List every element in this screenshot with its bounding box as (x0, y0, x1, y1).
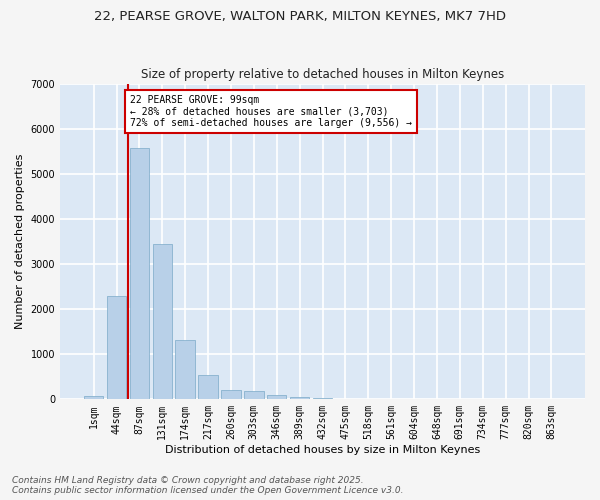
Bar (84, 396, 103, 400)
Text: Contains HM Land Registry data © Crown copyright and database right 2025.
Contai: Contains HM Land Registry data © Crown c… (12, 476, 404, 495)
Bar (175, 340, 195, 400)
Text: 22 PEARSE GROVE: 99sqm
← 28% of detached houses are smaller (3,703)
72% of semi-: 22 PEARSE GROVE: 99sqm ← 28% of detached… (130, 95, 412, 128)
Bar (130, 148, 149, 400)
Y-axis label: Number of detached properties: Number of detached properties (15, 154, 25, 329)
Title: Size of property relative to detached houses in Milton Keynes: Size of property relative to detached ho… (141, 68, 504, 81)
X-axis label: Distribution of detached houses by size in Milton Keynes: Distribution of detached houses by size … (165, 445, 480, 455)
Bar (290, 397, 310, 400)
Bar (267, 396, 286, 400)
Bar (199, 376, 218, 400)
Text: 22, PEARSE GROVE, WALTON PARK, MILTON KEYNES, MK7 7HD: 22, PEARSE GROVE, WALTON PARK, MILTON KE… (94, 10, 506, 23)
Bar (152, 244, 172, 400)
Bar (107, 296, 126, 400)
Bar (313, 398, 332, 400)
Bar (244, 391, 263, 400)
Bar (221, 390, 241, 400)
